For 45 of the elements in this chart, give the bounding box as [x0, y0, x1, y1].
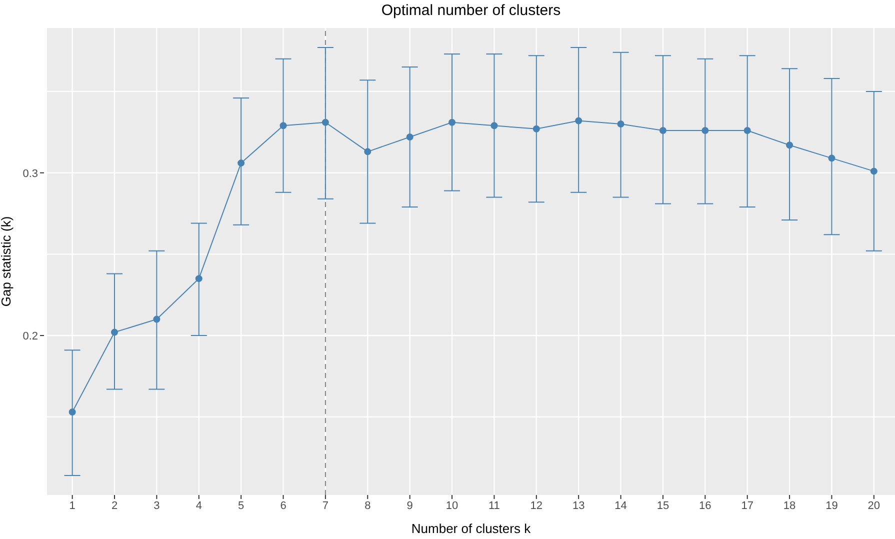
- x-tick-label: 19: [826, 500, 838, 512]
- y-tick-label: 0.3: [22, 168, 38, 180]
- x-tick-label: 8: [364, 500, 371, 512]
- x-tick-label: 2: [111, 500, 118, 512]
- point: [280, 122, 287, 130]
- x-tick-label: 4: [196, 500, 202, 512]
- x-tick-label: 12: [530, 500, 543, 512]
- x-axis-title: Number of clusters k: [411, 521, 532, 536]
- x-tick-label: 6: [280, 500, 286, 512]
- point: [786, 142, 794, 149]
- x-tick-label: 7: [322, 500, 329, 512]
- x-tick-label: 10: [446, 500, 458, 512]
- chart-title: Optimal number of clusters: [380, 2, 562, 19]
- point: [744, 127, 751, 134]
- point: [575, 117, 582, 124]
- x-tick-label: 18: [783, 500, 796, 512]
- point: [828, 154, 836, 162]
- point: [364, 148, 372, 156]
- point: [111, 328, 118, 336]
- point: [68, 408, 76, 416]
- x-tick-label: 20: [868, 500, 880, 512]
- point: [532, 125, 540, 132]
- x-tick-label: 1: [69, 500, 76, 512]
- x-tick-label: 9: [406, 500, 413, 512]
- x-tick-label: 5: [238, 500, 244, 512]
- point: [617, 120, 624, 128]
- x-tick-label: 14: [614, 500, 627, 512]
- point: [195, 275, 202, 282]
- y-axis-title: Gap statistic (k): [0, 216, 14, 307]
- point: [153, 316, 160, 323]
- x-tick-label: 15: [656, 500, 670, 512]
- point: [702, 127, 709, 134]
- point: [659, 127, 666, 134]
- point: [238, 160, 245, 167]
- point: [448, 118, 456, 126]
- point: [490, 122, 498, 130]
- x-tick-label: 11: [488, 500, 500, 512]
- x-tick-label: 16: [699, 500, 712, 512]
- point: [406, 134, 414, 141]
- point: [322, 118, 329, 126]
- y-tick-label: 0.2: [22, 330, 38, 343]
- point: [870, 168, 878, 175]
- x-tick-label: 17: [741, 500, 754, 512]
- x-tick-label: 13: [572, 500, 585, 512]
- x-tick-label: 3: [154, 500, 160, 512]
